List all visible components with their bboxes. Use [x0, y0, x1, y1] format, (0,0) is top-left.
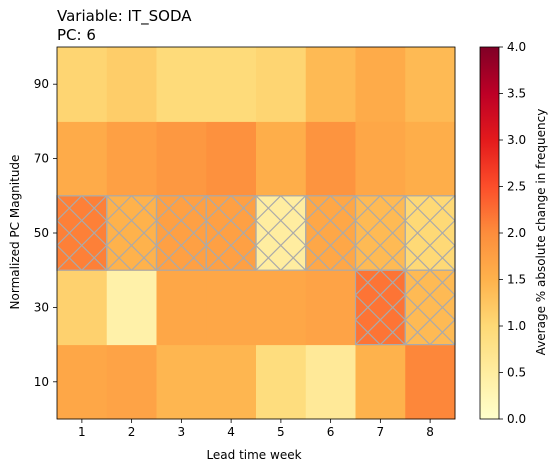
heatmap-cell — [206, 344, 257, 420]
x-tick-label: 3 — [178, 425, 186, 439]
heatmap-cell — [355, 270, 406, 346]
colorbar-tick-label: 4.0 — [507, 40, 526, 54]
heatmap-cells — [57, 47, 456, 420]
chart-title-variable: Variable: IT_SODA — [57, 7, 192, 26]
heatmap-cell — [57, 344, 108, 420]
heatmap-cell — [355, 195, 406, 271]
colorbar-tick-label: 3.0 — [507, 133, 526, 147]
x-tick-label: 5 — [277, 425, 285, 439]
x-tick-label: 2 — [128, 425, 136, 439]
heatmap-cell — [355, 344, 406, 420]
y-axis-label: Normalized PC Magnitude — [8, 155, 22, 310]
hatched-cell — [354, 269, 406, 346]
heatmap-cell — [206, 47, 257, 122]
heatmap-cell — [106, 270, 157, 346]
hatched-cell — [56, 195, 108, 271]
heatmap-cell — [305, 47, 356, 122]
colorbar-tick-label: 1.0 — [507, 319, 526, 333]
heatmap-cell — [206, 195, 257, 271]
x-axis-label: Lead time week — [206, 448, 301, 462]
heatmap-cell — [405, 195, 456, 271]
y-tick-label: 30 — [34, 300, 49, 314]
heatmap-cell — [106, 47, 157, 122]
heatmap-cell — [305, 270, 356, 346]
colorbar-tick-label: 1.5 — [507, 273, 526, 287]
heatmap-cell — [57, 270, 108, 346]
heatmap-cell — [206, 121, 257, 197]
x-tick-label: 4 — [227, 425, 235, 439]
heatmap-cell — [106, 121, 157, 197]
heatmap-cell — [355, 121, 406, 197]
heatmap-cell — [106, 344, 157, 420]
heatmap-cell — [305, 121, 356, 197]
chart-title-pc: PC: 6 — [57, 26, 96, 44]
heatmap-cell — [305, 195, 356, 271]
y-tick-label: 10 — [34, 375, 49, 389]
heatmap-cell — [256, 270, 307, 346]
hatched-cell — [106, 195, 158, 271]
heatmap-cell — [405, 344, 456, 420]
x-tick-label: 7 — [377, 425, 385, 439]
colorbar-ticks: 0.0 0.5 1.0 1.5 2.0 2.5 3.0 3.5 4.0 — [499, 40, 526, 426]
heatmap-cell — [405, 270, 456, 346]
y-tick-label: 70 — [34, 152, 49, 166]
heatmap-cell — [156, 270, 207, 346]
heatmap-cell — [355, 47, 406, 122]
x-tick-label: 8 — [426, 425, 434, 439]
colorbar — [479, 46, 500, 420]
colorbar-tick-label: 2.0 — [507, 226, 526, 240]
y-tick-label: 90 — [34, 77, 49, 91]
colorbar-tick-label: 0.0 — [507, 412, 526, 426]
heatmap-cell — [156, 195, 207, 271]
heatmap-cell — [156, 47, 207, 122]
heatmap-cell — [405, 121, 456, 197]
y-axis-ticks: 10 30 50 70 90 — [34, 77, 57, 389]
colorbar-tick-label: 2.5 — [507, 180, 526, 194]
hatch-overlays — [56, 195, 456, 346]
heatmap-cell — [156, 121, 207, 197]
y-tick-label: 50 — [34, 226, 49, 240]
x-axis-ticks: 1 2 3 4 5 6 7 8 — [78, 419, 434, 439]
colorbar-tick-label: 3.5 — [507, 87, 526, 101]
heatmap-cell — [256, 47, 307, 122]
heatmap-cell — [57, 195, 108, 271]
heatmap-cell — [256, 195, 307, 271]
heatmap-cell — [256, 344, 307, 420]
heatmap-cell — [256, 121, 307, 197]
hatched-cell — [305, 195, 357, 271]
heatmap-cell — [156, 344, 207, 420]
heatmap-cell — [305, 344, 356, 420]
heatmap-cell — [57, 47, 108, 122]
heatmap-cell — [57, 121, 108, 197]
heatmap-cell — [405, 47, 456, 122]
colorbar-tick-label: 0.5 — [507, 366, 526, 380]
x-tick-label: 1 — [78, 425, 86, 439]
heatmap-cell — [106, 195, 157, 271]
colorbar-label: Average % absolute change in frequency — [534, 109, 548, 356]
x-tick-label: 6 — [327, 425, 335, 439]
heatmap-cell — [206, 270, 257, 346]
